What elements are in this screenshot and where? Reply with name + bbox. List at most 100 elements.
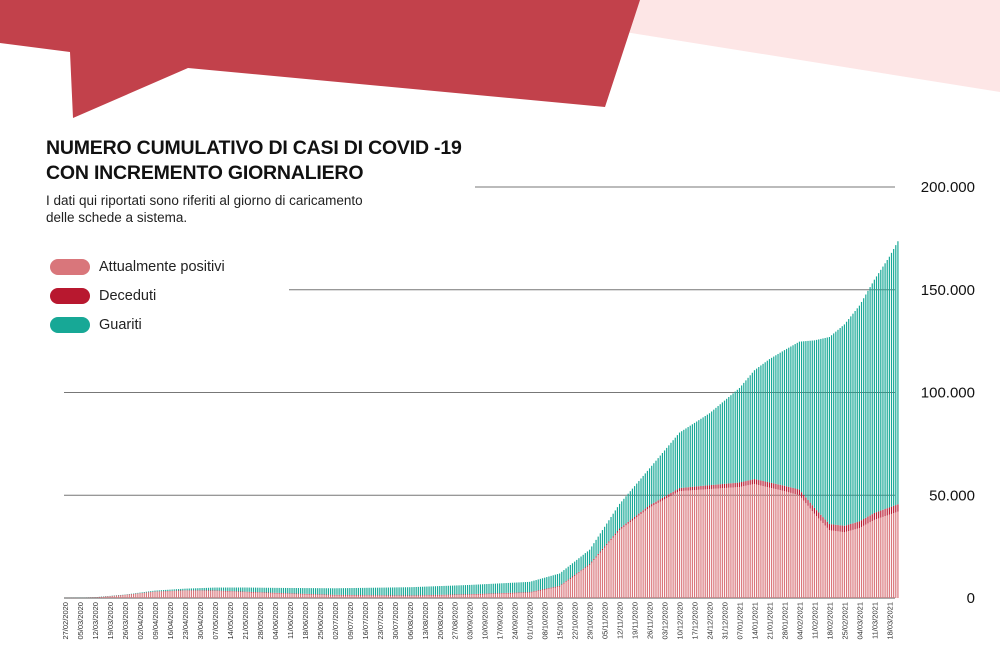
bar-segment-deceduti [190, 590, 192, 591]
bar-segment-attualmente-positivi [169, 591, 171, 598]
bar-segment-attualmente-positivi [460, 595, 462, 598]
bar-segment-guariti [713, 409, 715, 485]
bar-segment-deceduti [402, 595, 404, 597]
bar-segment-attualmente-positivi [289, 593, 291, 598]
bar-segment-guariti [252, 587, 255, 592]
bar-segment-attualmente-positivi [552, 588, 554, 598]
bar-segment-attualmente-positivi [606, 545, 608, 598]
bar-segment-guariti [681, 431, 683, 488]
x-tick-label: 04/02/2021 [795, 602, 804, 640]
bar-segment-attualmente-positivi [351, 595, 353, 598]
bar-segment-attualmente-positivi [411, 596, 413, 598]
bar-segment-guariti [265, 587, 267, 593]
bar-segment-guariti [640, 478, 642, 512]
bar-segment-attualmente-positivi [882, 516, 884, 598]
bar-segment-attualmente-positivi [272, 593, 274, 598]
bar-segment-attualmente-positivi [404, 596, 407, 598]
bar-segment-guariti [147, 591, 150, 593]
bar-segment-guariti [454, 585, 456, 595]
bar-segment-attualmente-positivi [139, 593, 141, 598]
bar-segment-deceduti [492, 593, 494, 595]
bar-segment-attualmente-positivi [484, 594, 486, 598]
bar-segment-guariti [428, 586, 430, 596]
bar-segment-deceduti [597, 553, 599, 556]
bar-segment-attualmente-positivi [700, 489, 702, 598]
bar-segment-guariti [248, 587, 250, 592]
bar-segment-attualmente-positivi [199, 590, 201, 598]
bar-segment-guariti [490, 583, 492, 594]
bar-segment-deceduti [257, 592, 259, 593]
bar-segment-deceduti [873, 512, 875, 520]
bar-segment-deceduti [437, 594, 439, 596]
bar-segment-deceduti [721, 484, 723, 489]
bar-segment-guariti [314, 588, 317, 595]
bar-segment-attualmente-positivi [430, 595, 432, 598]
bar-segment-deceduti [293, 593, 295, 595]
bar-segment-guariti [721, 402, 723, 485]
bar-segment-attualmente-positivi [556, 587, 559, 598]
bar-segment-guariti [452, 585, 454, 595]
bar-segment-deceduti [537, 590, 539, 592]
bar-segment-deceduti [400, 595, 402, 597]
bar-segment-attualmente-positivi [458, 595, 460, 598]
bar-segment-guariti [205, 587, 207, 591]
bar-segment-guariti [496, 583, 499, 594]
x-tick-label: 17/12/2020 [691, 602, 700, 640]
bar-segment-guariti [212, 587, 214, 591]
bar-segment-attualmente-positivi [783, 491, 786, 598]
bar-segment-guariti [691, 424, 693, 487]
legend-item-attualmente-positivi: Attualmente positivi [50, 252, 225, 281]
bar-segment-attualmente-positivi [449, 595, 452, 598]
bar-segment-deceduti [565, 581, 567, 583]
bar-segment-attualmente-positivi [636, 517, 638, 598]
bar-segment-deceduti [357, 595, 359, 596]
bar-segment-guariti [447, 585, 449, 595]
bar-segment-attualmente-positivi [220, 591, 222, 598]
bar-segment-guariti [651, 465, 653, 505]
bar-segment-attualmente-positivi [441, 595, 443, 598]
bar-segment-attualmente-positivi [237, 591, 240, 598]
bar-segment-attualmente-positivi [839, 531, 841, 598]
legend-label-guariti: Guariti [99, 316, 142, 333]
bar-segment-guariti [574, 561, 576, 575]
bar-segment-deceduti [582, 568, 584, 570]
bar-segment-attualmente-positivi [190, 590, 192, 598]
bar-segment-guariti [726, 398, 728, 484]
bar-segment-guariti [878, 273, 880, 512]
bar-segment-deceduti [751, 479, 753, 485]
bar-segment-attualmente-positivi [145, 592, 148, 598]
bar-segment-attualmente-positivi [719, 488, 721, 598]
bar-segment-deceduti [355, 595, 357, 596]
bar-segment-attualmente-positivi [747, 485, 749, 598]
bar-segment-deceduti [323, 594, 325, 596]
bar-segment-attualmente-positivi [385, 595, 387, 598]
bar-segment-attualmente-positivi [203, 590, 205, 598]
x-tick-label: 30/07/2020 [391, 602, 400, 640]
x-tick-label: 02/07/2020 [331, 602, 340, 640]
bar-segment-attualmente-positivi [511, 593, 514, 598]
bar-segment-deceduti [595, 556, 597, 558]
bar-segment-attualmente-positivi [113, 595, 115, 598]
bar-segment-attualmente-positivi [674, 493, 676, 598]
bar-segment-guariti [749, 375, 751, 481]
bar-segment-guariti [469, 584, 471, 595]
bar-segment-guariti [518, 582, 520, 593]
bar-segment-guariti [494, 583, 497, 594]
bar-segment-guariti [790, 346, 792, 488]
bar-segment-guariti [368, 587, 370, 596]
bar-segment-guariti [325, 588, 327, 595]
bar-segment-guariti [753, 370, 756, 480]
bar-segment-attualmente-positivi [332, 595, 334, 598]
bar-segment-attualmente-positivi [135, 593, 137, 598]
bar-segment-attualmente-positivi [518, 593, 520, 598]
bar-segment-attualmente-positivi [374, 595, 377, 598]
bar-segment-deceduti [415, 595, 417, 597]
bar-segment-guariti [591, 546, 593, 562]
bar-segment-guariti [225, 587, 227, 591]
bar-segment-guariti [696, 421, 698, 487]
bar-segment-guariti [201, 588, 203, 591]
bar-segment-deceduti [385, 595, 387, 596]
bar-segment-guariti [653, 463, 655, 503]
bar-segment-guariti [287, 587, 289, 594]
